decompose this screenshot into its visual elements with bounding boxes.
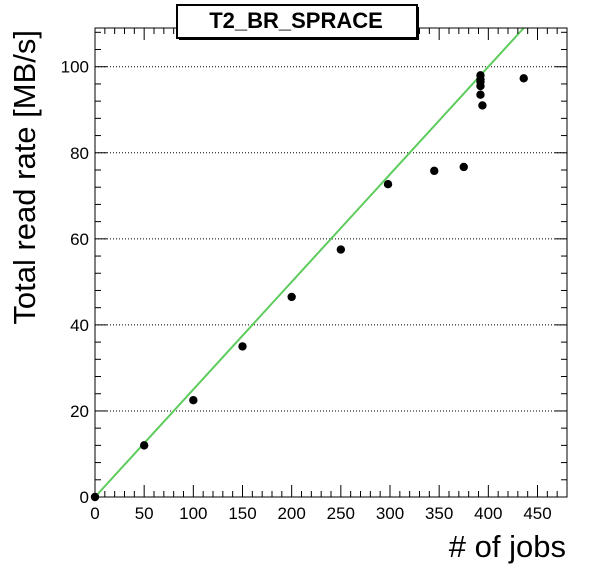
x-tick-label: 350: [425, 504, 453, 523]
data-point: [459, 162, 468, 172]
data-point: [238, 342, 247, 351]
y-tick-label: 80: [70, 144, 89, 163]
fit-line: [94, 27, 525, 498]
y-axis-ticks: 0 20 40 60 80 100: [61, 31, 567, 507]
x-tick-label: 200: [277, 504, 305, 523]
data-point: [336, 245, 346, 254]
x-tick-label: 400: [474, 504, 502, 523]
y-tick-label: 20: [70, 402, 89, 421]
x-tick-label: 450: [523, 504, 551, 523]
data-point: [519, 74, 528, 83]
y-axis-title: Total read rate [MB/s]: [7, 30, 42, 325]
x-tick-label: 0: [90, 504, 99, 523]
y-tick-label: 100: [61, 58, 89, 77]
y-tick-label: 0: [80, 488, 89, 507]
fit-line-group: [94, 27, 525, 498]
data-point: [478, 101, 487, 110]
x-tick-label: 150: [228, 504, 256, 523]
data-point: [476, 90, 485, 99]
title-box: T2_BR_SPRACE: [176, 4, 419, 40]
data-point: [287, 292, 296, 302]
x-tick-label: 250: [327, 504, 355, 523]
y-tick-label: 40: [70, 316, 89, 335]
chart-title: T2_BR_SPRACE: [209, 8, 383, 33]
data-point: [139, 441, 149, 450]
x-axis-title: # of jobs: [449, 529, 566, 564]
x-tick-label: 100: [179, 504, 207, 523]
data-points: [90, 71, 528, 502]
x-tick-label: 300: [376, 504, 404, 523]
x-tick-label: 50: [135, 504, 154, 523]
data-point: [430, 166, 439, 176]
x-axis-ticks: 0 50 100 150 200 250 300 350 400 450: [90, 28, 568, 523]
y-tick-label: 60: [70, 230, 89, 249]
data-point: [476, 81, 485, 91]
data-point: [189, 395, 198, 405]
data-point: [383, 179, 393, 189]
